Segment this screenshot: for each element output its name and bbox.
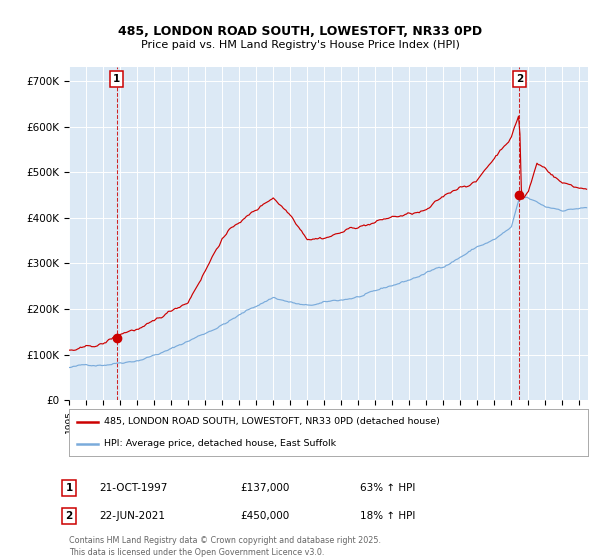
Text: 1: 1: [113, 74, 120, 84]
Text: 2: 2: [516, 74, 523, 84]
Text: 2: 2: [65, 511, 73, 521]
Text: £137,000: £137,000: [240, 483, 289, 493]
Text: £450,000: £450,000: [240, 511, 289, 521]
Text: 1: 1: [65, 483, 73, 493]
Text: Contains HM Land Registry data © Crown copyright and database right 2025.
This d: Contains HM Land Registry data © Crown c…: [69, 536, 381, 557]
Text: 21-OCT-1997: 21-OCT-1997: [99, 483, 167, 493]
Text: 22-JUN-2021: 22-JUN-2021: [99, 511, 165, 521]
Text: 485, LONDON ROAD SOUTH, LOWESTOFT, NR33 0PD (detached house): 485, LONDON ROAD SOUTH, LOWESTOFT, NR33 …: [104, 417, 440, 426]
Text: 18% ↑ HPI: 18% ↑ HPI: [360, 511, 415, 521]
Text: 485, LONDON ROAD SOUTH, LOWESTOFT, NR33 0PD: 485, LONDON ROAD SOUTH, LOWESTOFT, NR33 …: [118, 25, 482, 38]
Text: HPI: Average price, detached house, East Suffolk: HPI: Average price, detached house, East…: [104, 439, 337, 448]
Text: Price paid vs. HM Land Registry's House Price Index (HPI): Price paid vs. HM Land Registry's House …: [140, 40, 460, 50]
Text: 63% ↑ HPI: 63% ↑ HPI: [360, 483, 415, 493]
